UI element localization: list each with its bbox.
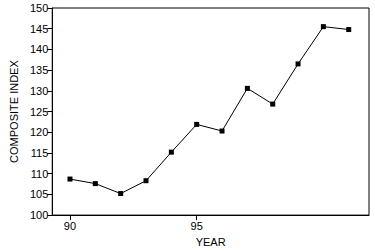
svg-text:135: 135 <box>30 64 48 76</box>
svg-text:140: 140 <box>30 43 48 55</box>
svg-text:130: 130 <box>30 85 48 97</box>
svg-text:COMPOSITE INDEX: COMPOSITE INDEX <box>8 60 20 163</box>
svg-text:125: 125 <box>30 106 48 118</box>
svg-text:90: 90 <box>64 220 76 232</box>
svg-text:100: 100 <box>30 209 48 221</box>
svg-text:YEAR: YEAR <box>196 236 226 248</box>
svg-text:145: 145 <box>30 23 48 35</box>
svg-text:120: 120 <box>30 126 48 138</box>
svg-text:150: 150 <box>30 2 48 14</box>
svg-text:105: 105 <box>30 188 48 200</box>
svg-text:95: 95 <box>191 220 203 232</box>
svg-text:115: 115 <box>31 147 49 159</box>
svg-text:110: 110 <box>31 168 49 180</box>
